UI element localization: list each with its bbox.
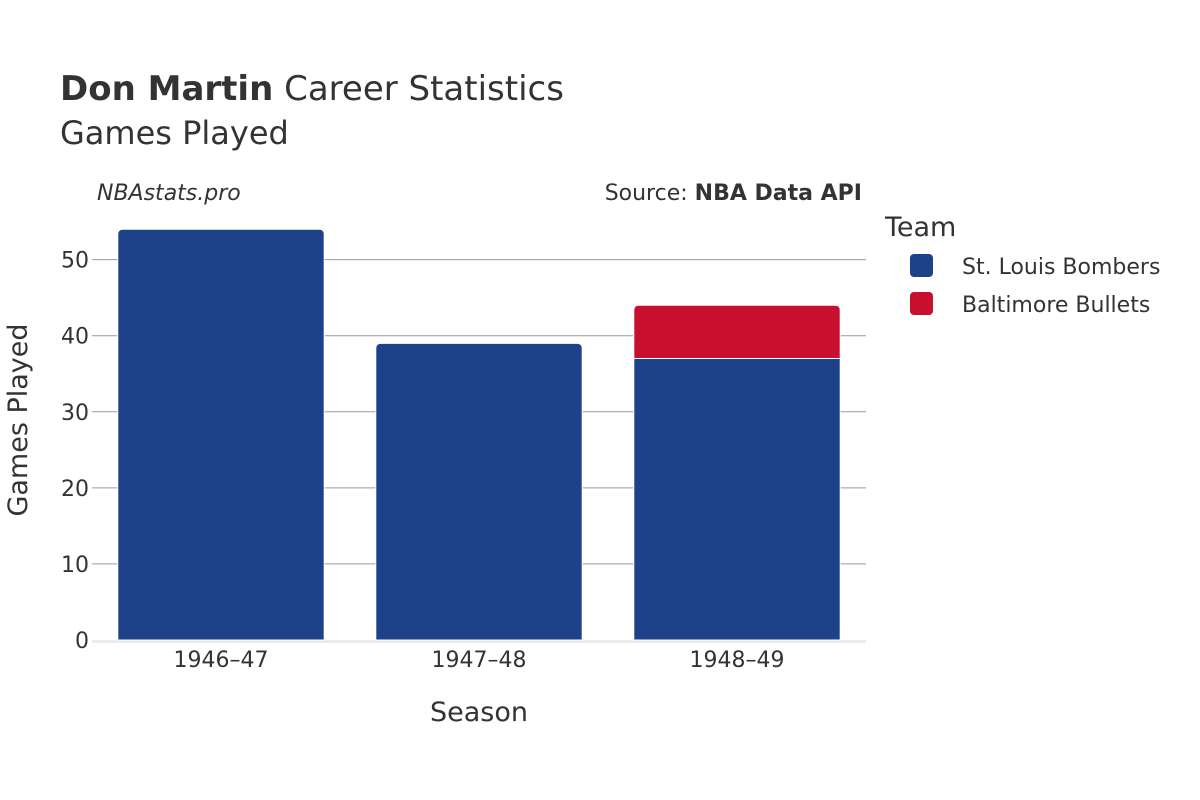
source-name: NBA Data API [695,181,862,206]
x-tick-label: 1948–49 [690,648,785,673]
legend: St. Louis Bombers Baltimore Bullets [910,254,1160,318]
chart-title: Don Martin Career Statistics [60,69,564,109]
watermark: NBAstats.pro [97,181,241,206]
x-tick-label: 1946–47 [174,648,269,673]
bar-st-louis-bombers-1948–49 [633,358,841,641]
y-tick-label: 50 [61,249,89,274]
y-tick-labels: 0 10 20 30 40 50 [61,249,89,654]
y-tick-label: 20 [61,477,89,502]
x-axis-title: Season [430,697,528,728]
bar-st-louis-bombers-1946–47 [117,228,325,641]
legend-label: Baltimore Bullets [962,293,1150,318]
y-tick-label: 0 [75,629,89,654]
legend-swatch [910,254,933,277]
y-tick-label: 40 [61,325,89,350]
bar-baltimore-bullets-1948–49 [633,304,841,360]
legend-title: Team [884,212,956,243]
bars [117,228,841,641]
y-tick-label: 10 [61,553,89,578]
source-note: Source: NBA Data API [605,181,862,206]
player-name: Don Martin [60,69,273,109]
x-tick-label: 1947–48 [432,648,527,673]
x-tick-labels: 1946–47 1947–48 1948–49 [174,648,785,673]
y-tick-label: 30 [61,401,89,426]
legend-label: St. Louis Bombers [962,255,1160,280]
legend-swatch [910,292,933,315]
title-suffix: Career Statistics [273,69,564,109]
source-prefix: Source: [605,181,695,206]
chart-subtitle: Games Played [60,114,289,152]
y-axis-title: Games Played [3,323,34,516]
bar-st-louis-bombers-1947–48 [375,342,583,641]
